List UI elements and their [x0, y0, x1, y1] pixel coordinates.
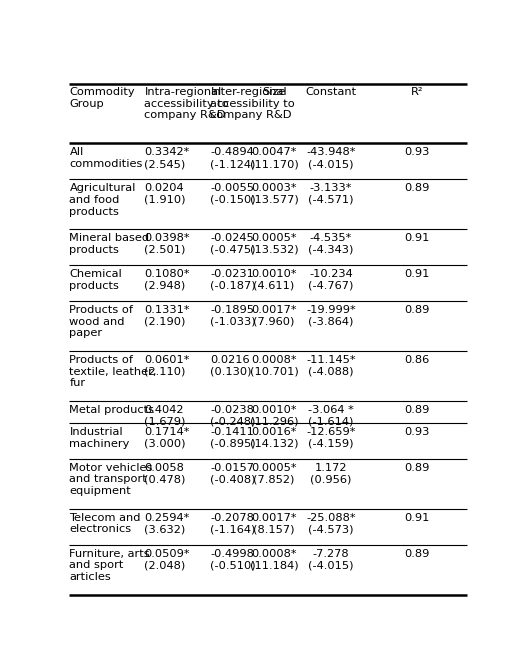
Text: Size: Size: [263, 87, 286, 97]
Text: 0.89: 0.89: [404, 305, 430, 315]
Text: 0.0016*
(14.132): 0.0016* (14.132): [250, 427, 298, 448]
Text: 0.0047*
(11.170): 0.0047* (11.170): [250, 148, 299, 169]
Text: Inter-regional
accessibility to
company R&D: Inter-regional accessibility to company …: [210, 87, 295, 120]
Text: -7.278
(-4.015): -7.278 (-4.015): [308, 549, 354, 570]
Text: -11.145*
(-4.088): -11.145* (-4.088): [306, 355, 356, 376]
Text: Motor vehicles
and transport
equipment: Motor vehicles and transport equipment: [70, 463, 153, 496]
Text: 0.0003*
(13.577): 0.0003* (13.577): [250, 183, 299, 205]
Text: -12.659*
(-4.159): -12.659* (-4.159): [306, 427, 356, 448]
Text: 0.0010*
(11.296): 0.0010* (11.296): [250, 405, 298, 427]
Text: -0.4894
(-1.124): -0.4894 (-1.124): [210, 148, 256, 169]
Text: Mineral based
products: Mineral based products: [70, 234, 150, 255]
Text: 0.89: 0.89: [404, 183, 430, 193]
Text: 0.0005*
(13.532): 0.0005* (13.532): [250, 234, 299, 255]
Text: -0.1895
(-1.033): -0.1895 (-1.033): [210, 305, 256, 327]
Text: -10.234
(-4.767): -10.234 (-4.767): [308, 269, 354, 291]
Text: Chemical
products: Chemical products: [70, 269, 122, 291]
Text: 0.86: 0.86: [405, 355, 430, 365]
Text: 0.0204
(1.910): 0.0204 (1.910): [144, 183, 186, 205]
Text: 0.0509*
(2.048): 0.0509* (2.048): [144, 549, 190, 570]
Text: -3.133*
(-4.571): -3.133* (-4.571): [308, 183, 354, 205]
Text: -0.0238
(-0.248): -0.0238 (-0.248): [210, 405, 256, 427]
Text: Constant: Constant: [305, 87, 357, 97]
Text: -25.088*
(-4.573): -25.088* (-4.573): [306, 513, 356, 534]
Text: 0.0008*
(10.701): 0.0008* (10.701): [250, 355, 299, 376]
Text: 0.2594*
(3.632): 0.2594* (3.632): [144, 513, 190, 534]
Text: 0.1080*
(2.948): 0.1080* (2.948): [144, 269, 190, 291]
Text: 0.91: 0.91: [404, 269, 430, 279]
Text: -0.4998
(-0.510): -0.4998 (-0.510): [210, 549, 256, 570]
Text: 0.1714*
(3.000): 0.1714* (3.000): [144, 427, 190, 448]
Text: Products of
textile, leather,
fur: Products of textile, leather, fur: [70, 355, 157, 389]
Text: -0.0245
(-0.475): -0.0245 (-0.475): [210, 234, 256, 255]
Text: Commodity
Group: Commodity Group: [70, 87, 135, 109]
Text: Telecom and
electronics: Telecom and electronics: [70, 513, 141, 534]
Text: 0.89: 0.89: [404, 405, 430, 415]
Text: Furniture, arts
and sport
articles: Furniture, arts and sport articles: [70, 549, 150, 582]
Text: 0.0601*
(2.110): 0.0601* (2.110): [144, 355, 190, 376]
Text: -0.0157
(-0.408): -0.0157 (-0.408): [210, 463, 256, 484]
Text: 0.0017*
(7.960): 0.0017* (7.960): [252, 305, 297, 327]
Text: -0.2078
(-1.164): -0.2078 (-1.164): [210, 513, 256, 534]
Text: R²: R²: [411, 87, 424, 97]
Text: 0.89: 0.89: [404, 549, 430, 559]
Text: All
commodities: All commodities: [70, 148, 143, 169]
Text: 0.0005*
(7.852): 0.0005* (7.852): [252, 463, 297, 484]
Text: -19.999*
(-3.864): -19.999* (-3.864): [306, 305, 356, 327]
Text: 0.3342*
(2.545): 0.3342* (2.545): [144, 148, 190, 169]
Text: 0.4042
(1.679): 0.4042 (1.679): [144, 405, 186, 427]
Text: Metal products: Metal products: [70, 405, 154, 415]
Text: -0.0055
(-0.150): -0.0055 (-0.150): [210, 183, 256, 205]
Text: -4.535*
(-4.343): -4.535* (-4.343): [308, 234, 354, 255]
Text: -3.064 *
(-1.614): -3.064 * (-1.614): [308, 405, 354, 427]
Text: Products of
wood and
paper: Products of wood and paper: [70, 305, 133, 338]
Text: 0.93: 0.93: [404, 427, 430, 437]
Text: Intra-regional
accessibility to
company R&D: Intra-regional accessibility to company …: [144, 87, 229, 120]
Text: 1.172
(0.956): 1.172 (0.956): [310, 463, 351, 484]
Text: 0.0008*
(11.184): 0.0008* (11.184): [250, 549, 299, 570]
Text: Agricultural
and food
products: Agricultural and food products: [70, 183, 136, 217]
Text: 0.1331*
(2.190): 0.1331* (2.190): [144, 305, 190, 327]
Text: 0.0058
(0.478): 0.0058 (0.478): [144, 463, 186, 484]
Text: 0.0216
(0.130): 0.0216 (0.130): [210, 355, 252, 376]
Text: 0.93: 0.93: [404, 148, 430, 158]
Text: 0.89: 0.89: [404, 463, 430, 473]
Text: -0.1411
(-0.895): -0.1411 (-0.895): [210, 427, 256, 448]
Text: 0.91: 0.91: [404, 234, 430, 244]
Text: -0.0231
(-0.187): -0.0231 (-0.187): [210, 269, 256, 291]
Text: Industrial
machinery: Industrial machinery: [70, 427, 130, 448]
Text: 0.91: 0.91: [404, 513, 430, 523]
Text: 0.0017*
(8.157): 0.0017* (8.157): [252, 513, 297, 534]
Text: -43.948*
(-4.015): -43.948* (-4.015): [306, 148, 356, 169]
Text: 0.0010*
(4.611): 0.0010* (4.611): [252, 269, 297, 291]
Text: 0.0398*
(2.501): 0.0398* (2.501): [144, 234, 190, 255]
